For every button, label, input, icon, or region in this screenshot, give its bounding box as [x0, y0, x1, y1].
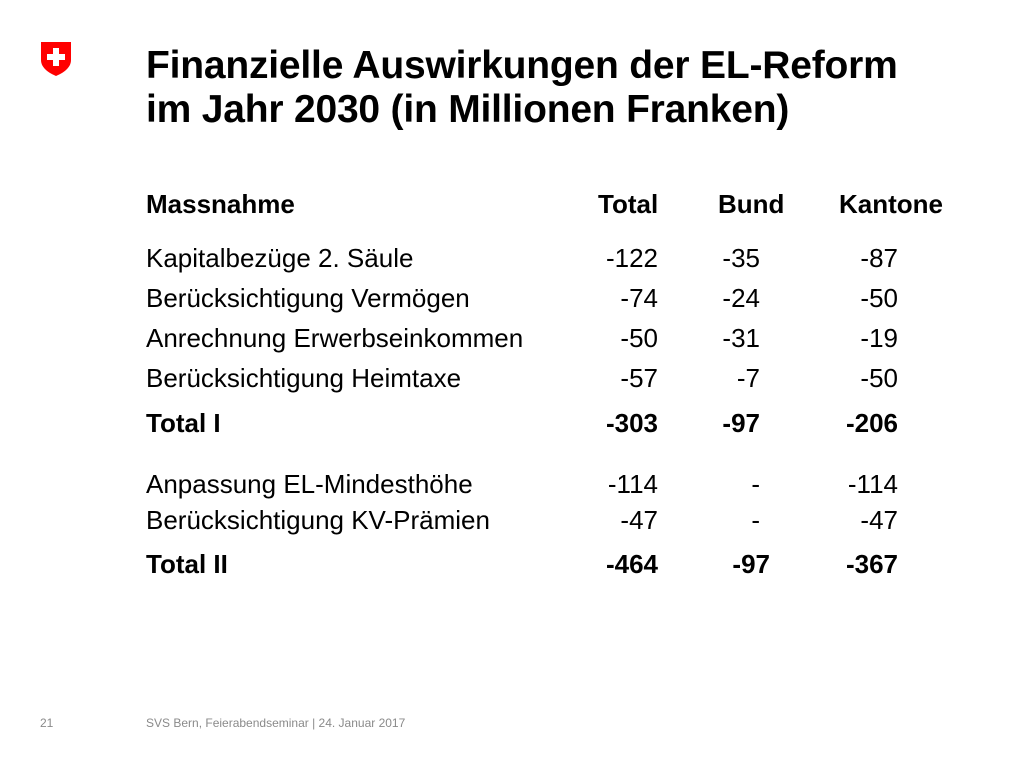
row-mindesthoehe-total: -114: [607, 469, 658, 499]
row-kapitalbezuege-name: Kapitalbezüge 2. Säule: [146, 243, 414, 273]
row-total-2-bund: -97: [732, 549, 770, 579]
row-kapitalbezuege-total: -122: [605, 243, 658, 273]
row-heimtaxe-bund: -7: [736, 363, 760, 393]
row-total-2-kantone: -367: [845, 549, 898, 579]
row-kv-praemien-bund: -: [751, 505, 760, 535]
row-erwerbseinkommen-kantone: -19: [860, 323, 898, 353]
row-kv-praemien-total: -47: [620, 505, 658, 535]
row-vermoegen-bund: -24: [722, 283, 760, 313]
row-erwerbseinkommen-name: Anrechnung Erwerbseinkommen: [146, 323, 524, 353]
row-mindesthoehe-name: Anpassung EL-Mindesthöhe: [146, 469, 473, 499]
row-vermoegen-kantone: -50: [860, 283, 898, 313]
slide-title-line-2: im Jahr 2030 (in Millionen Franken): [146, 88, 790, 131]
header-kantone: Kantone: [839, 189, 943, 219]
slide-title: Finanzielle Auswirkungen der EL-Reform i…: [146, 44, 898, 132]
slide-title-line-1: Finanzielle Auswirkungen der EL-Reform: [146, 44, 898, 87]
row-mindesthoehe-kantone: -114: [847, 469, 898, 499]
row-kv-praemien-kantone: -47: [860, 505, 898, 535]
financial-impact-table: Massnahme Total Bund Kantone Kapitalbezü…: [146, 0, 976, 620]
row-vermoegen-name: Berücksichtigung Vermögen: [146, 283, 470, 313]
row-erwerbseinkommen-total: -50: [620, 323, 658, 353]
row-heimtaxe-kantone: -50: [860, 363, 898, 393]
row-erwerbseinkommen-bund: -31: [722, 323, 760, 353]
header-total: Total: [598, 189, 659, 219]
row-heimtaxe-total: -57: [620, 363, 658, 393]
row-total-1-name: Total I: [146, 408, 221, 438]
row-total-1-kantone: -206: [845, 408, 898, 438]
row-vermoegen-total: -74: [620, 283, 658, 313]
row-kapitalbezuege-bund: -35: [722, 243, 760, 273]
swiss-cross-shield-icon: [41, 42, 71, 76]
header-bund: Bund: [718, 189, 785, 219]
page-number: 21: [40, 716, 54, 730]
footer-text: SVS Bern, Feierabendseminar | 24. Januar…: [146, 716, 406, 730]
row-kapitalbezuege-kantone: -87: [860, 243, 898, 273]
row-mindesthoehe-bund: -: [751, 469, 760, 499]
row-heimtaxe-name: Berücksichtigung Heimtaxe: [146, 363, 462, 393]
row-total-2-total: -464: [605, 549, 658, 579]
row-total-2-name: Total II: [146, 549, 228, 579]
row-total-1-total: -303: [605, 408, 658, 438]
row-kv-praemien-name: Berücksichtigung KV-Prämien: [146, 505, 490, 535]
row-total-1-bund: -97: [722, 408, 760, 438]
header-massnahme: Massnahme: [146, 189, 295, 219]
